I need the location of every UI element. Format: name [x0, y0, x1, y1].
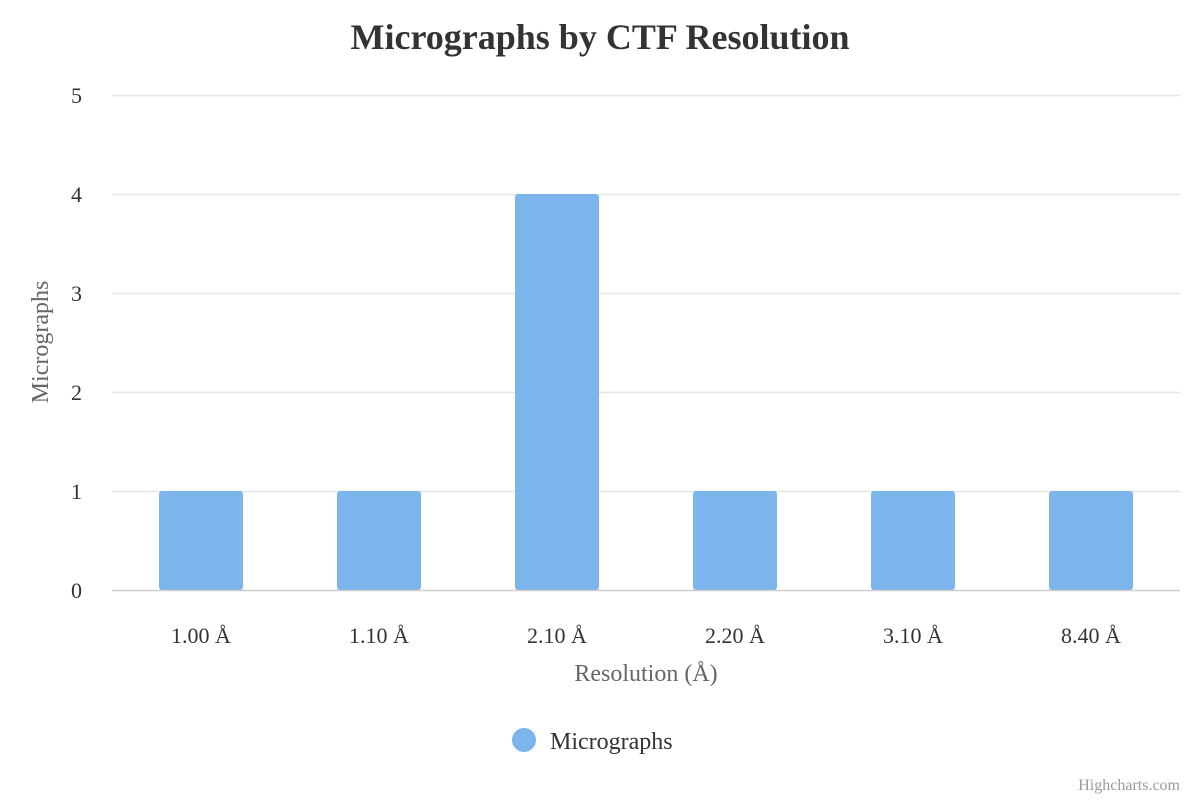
credits-link[interactable]: Highcharts.com [1078, 777, 1180, 794]
x-tick-label: 3.10 Å [883, 623, 943, 648]
x-tick-label: 1.00 Å [171, 623, 231, 648]
legend-label: Micrographs [550, 729, 673, 755]
bar[interactable] [337, 491, 421, 590]
y-tick-label: 4 [71, 182, 82, 207]
legend-item[interactable]: Micrographs [512, 728, 673, 755]
x-tick-label: 2.20 Å [705, 623, 765, 648]
bar[interactable] [693, 491, 777, 590]
gridlines [112, 94, 1180, 493]
y-tick-label: 5 [71, 83, 82, 108]
bar[interactable] [159, 491, 243, 590]
y-tick-label: 2 [71, 380, 82, 405]
x-axis-ticks: 1.00 Å 1.10 Å 2.10 Å 2.20 Å 3.10 Å 8.40 Å [171, 623, 1121, 648]
x-tick-label: 8.40 Å [1061, 623, 1121, 648]
legend-symbol [512, 728, 536, 752]
x-tick-label: 1.10 Å [349, 623, 409, 648]
x-tick-label: 2.10 Å [527, 623, 587, 648]
y-tick-label: 1 [71, 479, 82, 504]
bar[interactable] [515, 194, 599, 590]
bar-series [159, 194, 1133, 590]
y-axis-title: Micrographs [28, 281, 54, 404]
y-tick-label: 3 [71, 281, 82, 306]
y-axis-ticks: 0 1 2 3 4 5 [71, 83, 82, 603]
bar[interactable] [1049, 491, 1133, 590]
bar[interactable] [871, 491, 955, 590]
y-tick-label: 0 [71, 578, 82, 603]
chart-title: Micrographs by CTF Resolution [350, 17, 849, 57]
x-axis-title: Resolution (Å) [574, 661, 717, 687]
